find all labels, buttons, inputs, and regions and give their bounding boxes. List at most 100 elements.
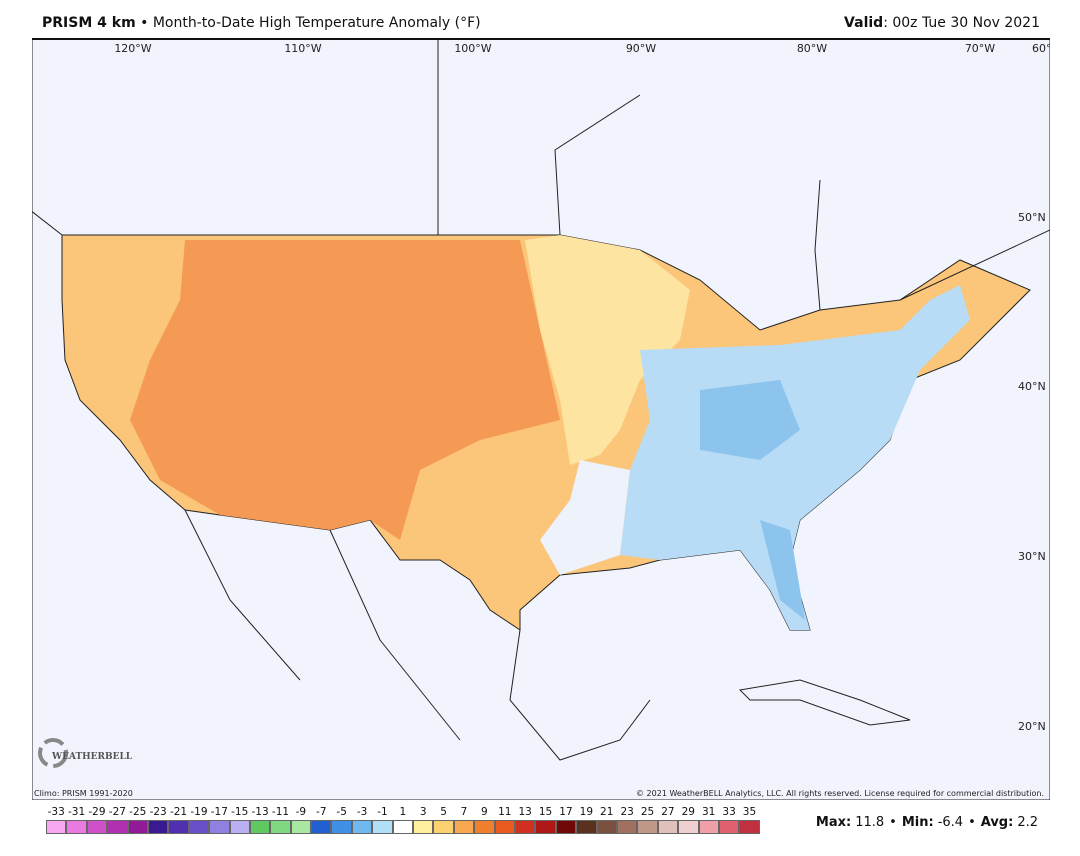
colorbar-entry: -25 — [127, 806, 148, 834]
colorbar-swatch — [209, 820, 230, 834]
stat-value: 11.8 — [855, 815, 885, 830]
colorbar-entry: -19 — [188, 806, 210, 834]
colorbar-label: 27 — [661, 806, 675, 818]
warm-core — [130, 240, 560, 540]
colorbar-entry: 7 — [453, 806, 475, 834]
logo: WEATHERBELL — [38, 738, 132, 774]
colorbar-swatch — [372, 820, 393, 834]
colorbar-label: 3 — [419, 806, 427, 818]
colorbar-label: -21 — [169, 806, 188, 818]
colorbar-entry: -33 — [46, 806, 67, 834]
logo-text: WEATHERBELL — [52, 752, 133, 762]
stats-separator: • — [968, 815, 976, 830]
cool-east — [620, 285, 970, 630]
colorbar-swatch — [657, 820, 679, 834]
colorbar-entry: -29 — [86, 806, 108, 834]
colorbar-label: 33 — [722, 806, 736, 818]
colorbar-entry: 33 — [718, 806, 740, 834]
colorbar-label: -3 — [356, 806, 368, 818]
colorbar-label: -7 — [316, 806, 327, 818]
colorbar-swatch — [535, 820, 556, 834]
colorbar-swatch — [107, 820, 128, 834]
colorbar-label: -1 — [377, 806, 388, 818]
colorbar-swatch — [616, 820, 638, 834]
stat-label: Avg: — [980, 815, 1014, 830]
colorbar-swatch — [596, 820, 617, 834]
climo: Climo: PRISM 1991-2020 — [34, 789, 133, 798]
colorbar-label: -17 — [210, 806, 228, 818]
colorbar-entry: 35 — [739, 806, 760, 834]
logo-swirl — [38, 738, 68, 768]
colorbar-swatch — [311, 820, 332, 834]
colorbar-label: 1 — [399, 806, 407, 818]
colorbar-label: -11 — [271, 806, 290, 818]
stat-label: Min: — [901, 815, 934, 830]
longitude-label: 120°W — [114, 42, 151, 55]
colorbar-entry: 13 — [514, 806, 536, 834]
colorbar-entry: 25 — [637, 806, 658, 834]
colorbar-swatch — [555, 820, 577, 834]
colorbar-label: -15 — [231, 806, 249, 818]
colorbar-swatch — [739, 820, 760, 834]
colorbar-entry: 11 — [494, 806, 515, 834]
colorbar-label: -25 — [129, 806, 147, 818]
colorbar-entry: -15 — [229, 806, 250, 834]
valid: Valid: 00z Tue 30 Nov 2021 — [844, 15, 1040, 31]
colorbar-entry: 1 — [392, 806, 414, 834]
colorbar-swatch — [474, 820, 495, 834]
colorbar-label: 23 — [620, 806, 634, 818]
colorbar-swatch — [290, 820, 312, 834]
colorbar-swatch — [351, 820, 373, 834]
colorbar-entry: -5 — [331, 806, 352, 834]
longitude-label: 60°N — [1032, 42, 1050, 55]
subtitle: Month-to-Date High Temperature Anomaly (… — [152, 15, 481, 31]
longitude-label: 100°W — [454, 42, 491, 55]
colorbar-entry: 29 — [678, 806, 699, 834]
stats-separator: • — [889, 815, 897, 830]
copyright: © 2021 WeatherBELL Analytics, LLC. All r… — [636, 789, 1044, 798]
graticule-labels: 120°W 110°W 100°W 90°W 80°W 70°W 60°N 50°N 40°N 3… — [114, 42, 1050, 733]
latitude-label: 40°N — [1018, 380, 1046, 393]
borders — [32, 40, 1050, 311]
colorbar-swatch — [413, 820, 434, 834]
colorbar-label: 15 — [538, 806, 553, 818]
longitude-label: 90°W — [626, 42, 656, 55]
colorbar-label: 7 — [460, 806, 468, 818]
colorbar-swatch — [331, 820, 352, 834]
colorbar-entry: 5 — [433, 806, 454, 834]
cool-core — [700, 380, 805, 620]
stats: Max: 11.8 • Min: -6.4 • Avg: 2.2 — [816, 815, 1038, 830]
neutral-south — [540, 460, 630, 575]
land — [32, 40, 1050, 761]
colorbar-label: 31 — [702, 806, 716, 818]
colorbar-label: -29 — [88, 806, 106, 818]
colorbar-entry: 31 — [698, 806, 719, 834]
colorbar-label: 35 — [742, 806, 757, 818]
colorbar-entry: 3 — [413, 806, 434, 834]
colorbar-swatch — [168, 820, 189, 834]
colorbar-swatch — [453, 820, 475, 834]
colorbar-entry: -17 — [209, 806, 230, 834]
title: PRISM 4 km — [42, 15, 136, 31]
colorbar-swatch — [188, 820, 210, 834]
colorbar-label: 13 — [518, 806, 532, 818]
colorbar-entry: -21 — [168, 806, 189, 834]
valid-label: Valid — [844, 15, 884, 31]
colorbar-entry: -7 — [311, 806, 332, 834]
colorbar-label: 11 — [498, 806, 512, 818]
colorbar-swatch — [718, 820, 740, 834]
cuba — [738, 679, 911, 726]
colorbar-swatch — [127, 820, 148, 834]
longitude-label: 110°W — [284, 42, 321, 55]
colorbar-label: -33 — [47, 806, 65, 818]
colorbar-entry: -13 — [249, 806, 271, 834]
colorbar-label: 21 — [600, 806, 614, 818]
colorbar-swatch — [514, 820, 536, 834]
valid-text: : 00z Tue 30 Nov 2021 — [883, 15, 1040, 31]
colorbar-swatch — [46, 820, 67, 834]
colorbar-label: -5 — [336, 806, 347, 818]
stat-label: Max: — [815, 815, 852, 830]
colorbar-entry: -31 — [66, 806, 87, 834]
colorbar-label: -19 — [190, 806, 208, 818]
colorbar-swatch — [66, 820, 87, 834]
